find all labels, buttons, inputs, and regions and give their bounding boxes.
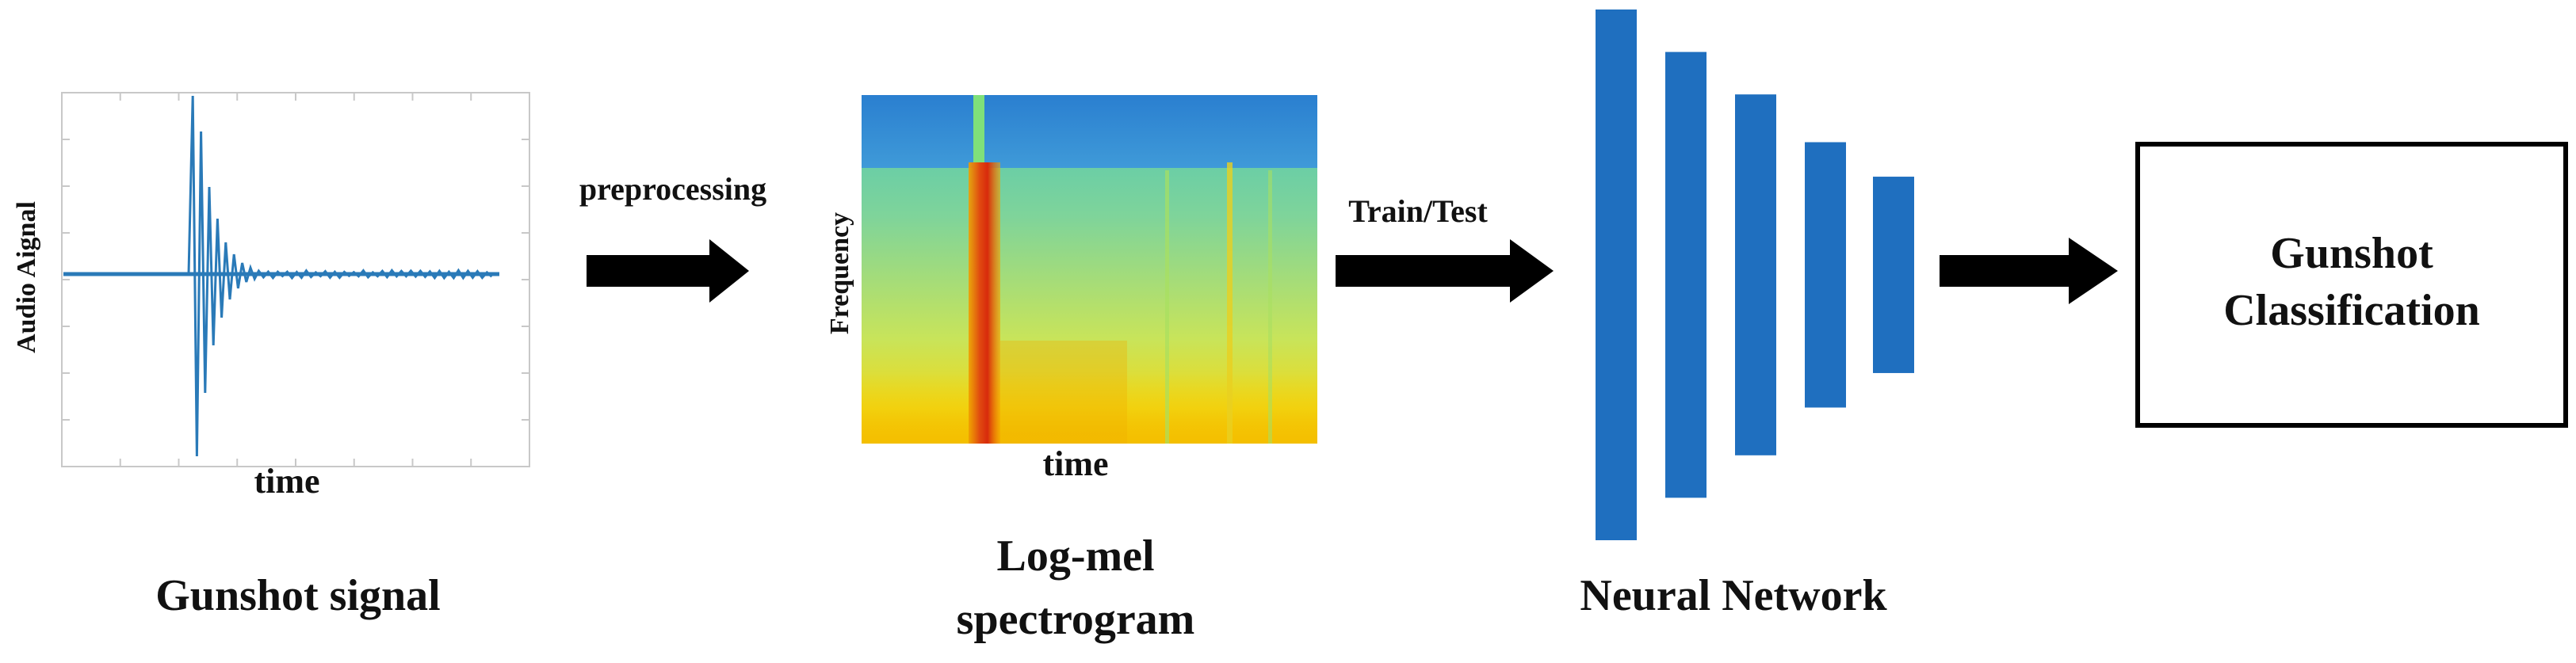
preprocessing-label: preprocessing <box>579 171 766 207</box>
spectrogram-top-band <box>862 95 1317 168</box>
spectrogram-caption-line1: Log-mel <box>996 532 1154 581</box>
classification-frame <box>2138 144 2566 425</box>
signal-panel: Audio Aignal time Gunshot signal <box>12 93 529 620</box>
spectrogram-line-b <box>1165 170 1169 444</box>
train-test-label: Train/Test <box>1348 193 1488 229</box>
signal-caption: Gunshot signal <box>155 571 441 620</box>
spectrogram-ylabel: Frequency <box>825 212 854 334</box>
classification-box: Gunshot Classification <box>2138 144 2566 425</box>
arrow-1-shape <box>587 239 749 303</box>
classification-line1: Gunshot <box>2270 229 2433 278</box>
arrow-2-shape <box>1336 239 1554 303</box>
network-layer-1 <box>1596 10 1637 540</box>
network-layer-2 <box>1665 52 1707 498</box>
spectrogram-line-a <box>1227 162 1233 444</box>
preprocessing-arrow: preprocessing <box>579 171 766 303</box>
arrow-3-shape <box>1940 238 2118 304</box>
neural-network <box>1596 10 1914 540</box>
spectrogram-onset-top <box>973 95 984 168</box>
train-test-arrow: Train/Test <box>1336 193 1554 303</box>
signal-plot-frame <box>62 93 529 467</box>
spectrogram-line-c <box>1268 170 1272 444</box>
spectrogram-onset-band <box>969 162 1000 444</box>
spectrogram-tail-glow <box>1000 341 1127 444</box>
network-layer-4 <box>1805 143 1846 408</box>
spectrogram-caption-line2: spectrogram <box>957 595 1195 644</box>
network-layer-3 <box>1735 94 1776 455</box>
spectrogram-xlabel: time <box>1042 444 1108 483</box>
signal-xlabel: time <box>254 462 319 501</box>
classification-line2: Classification <box>2223 286 2480 335</box>
signal-ylabel: Audio Aignal <box>12 201 41 353</box>
network-layer-5 <box>1873 177 1914 373</box>
network-caption: Neural Network <box>1580 571 1887 620</box>
spectrogram-panel: Frequency time Log-mel spectrogram <box>825 95 1317 644</box>
output-arrow <box>1940 238 2118 304</box>
